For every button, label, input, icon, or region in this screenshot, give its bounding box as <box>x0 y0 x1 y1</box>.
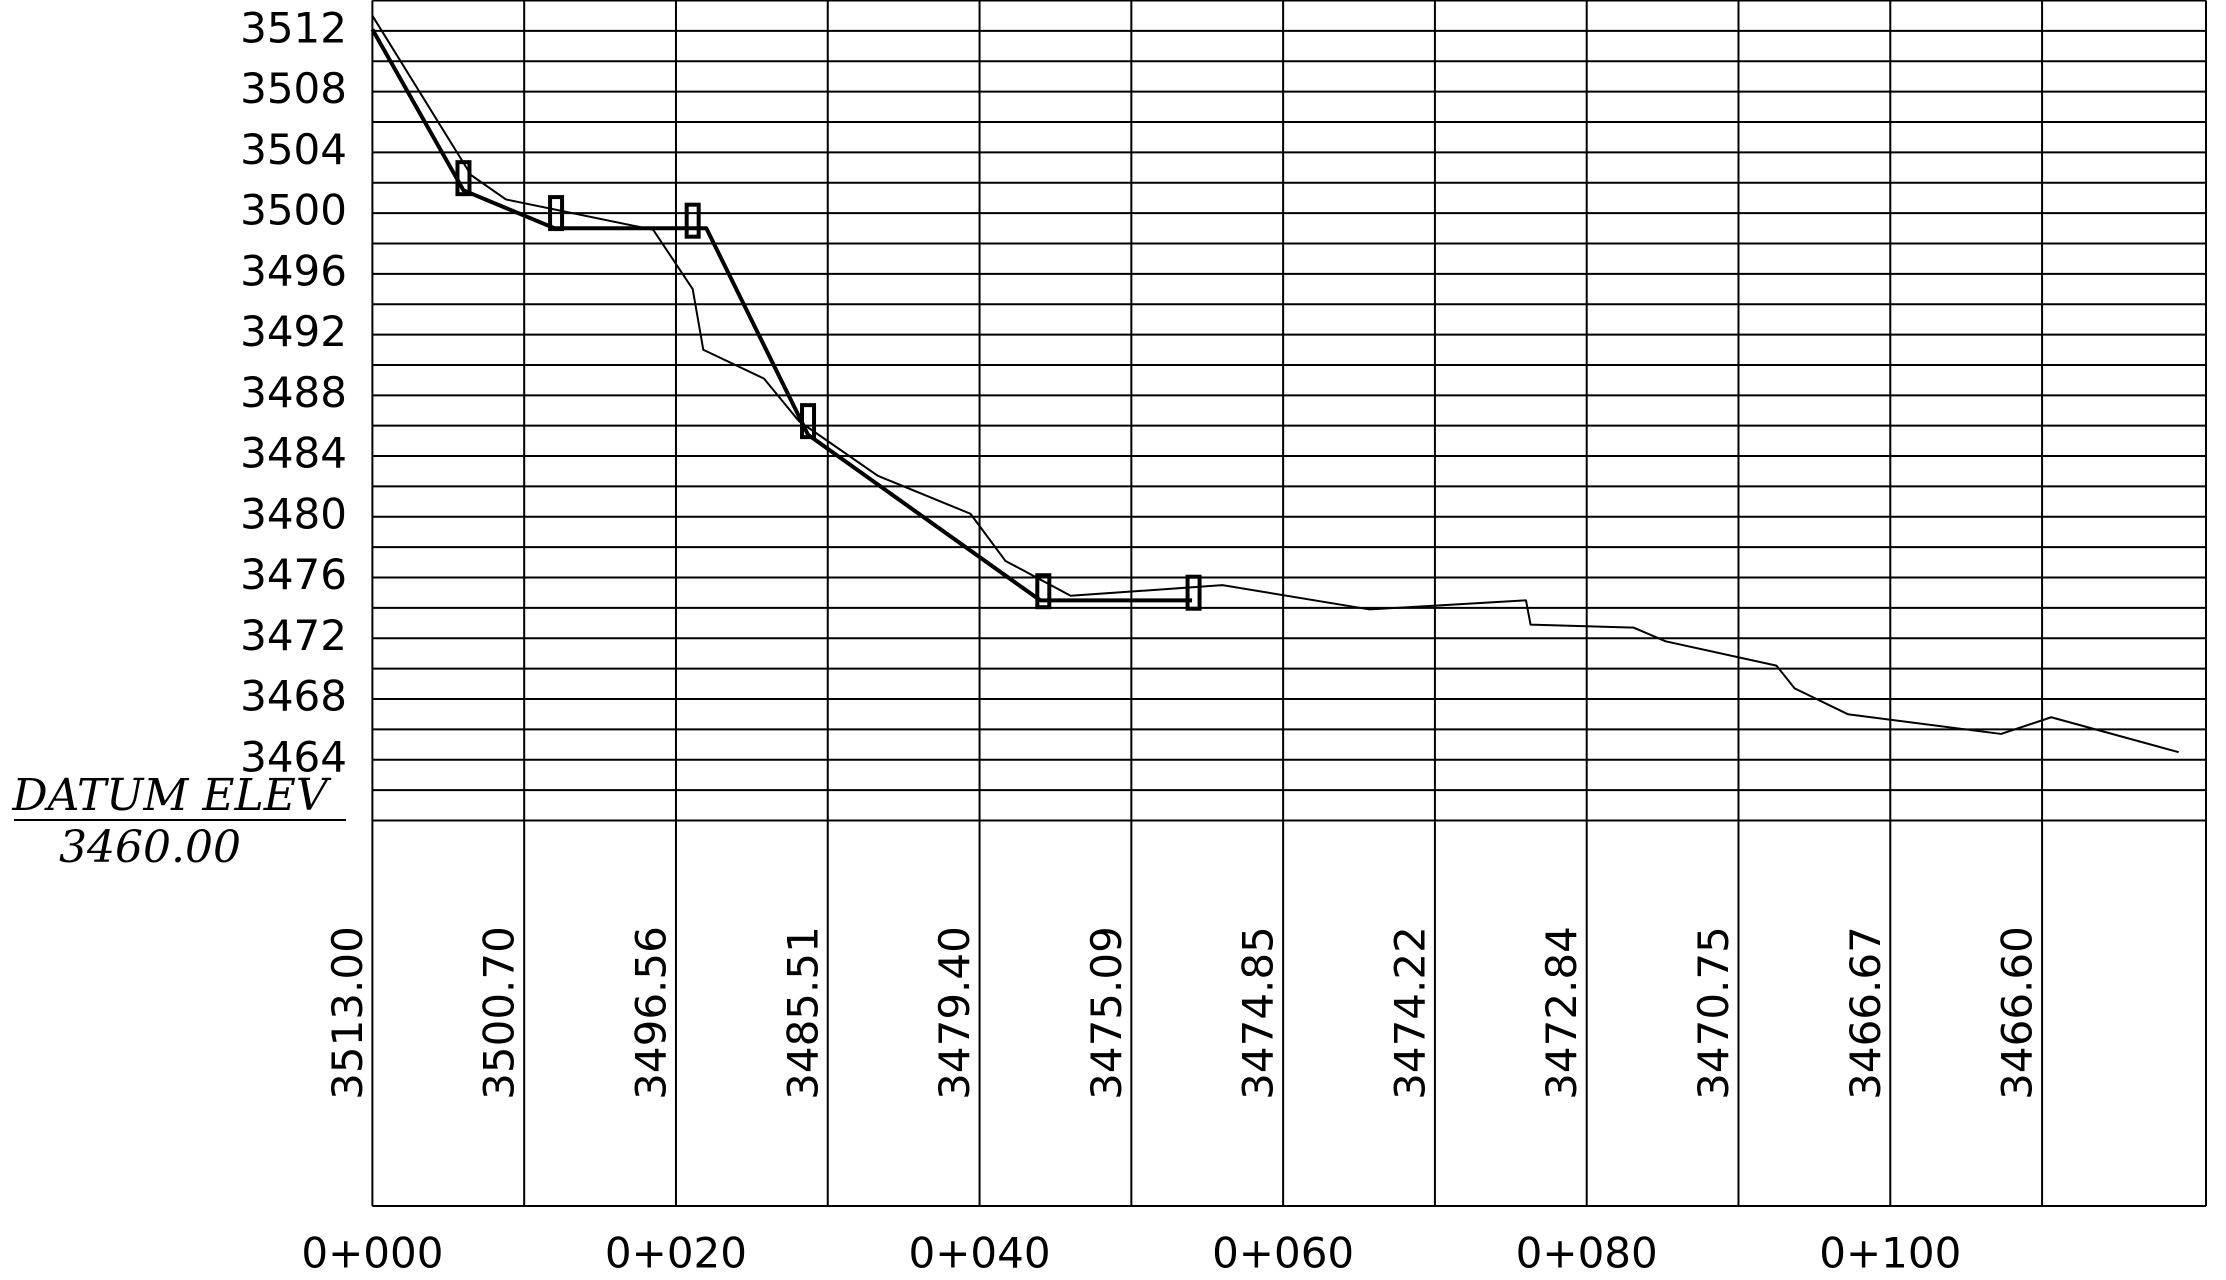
station-elevation: 3472.84 <box>1537 926 1586 1100</box>
y-tick-label: 3508 <box>240 64 347 113</box>
station-elevation: 3474.22 <box>1385 926 1434 1100</box>
y-tick-label: 3496 <box>240 246 347 295</box>
y-tick-label: 3464 <box>240 732 347 781</box>
station-elevation: 3500.70 <box>475 926 524 1100</box>
y-tick-label: 3484 <box>240 429 347 478</box>
datum-value: 3460.00 <box>59 822 241 873</box>
y-tick-label: 3500 <box>240 186 347 235</box>
station-elevation: 3474.85 <box>1234 926 1283 1100</box>
station-elevation: 3479.40 <box>930 926 979 1100</box>
station-elevation: 3513.00 <box>323 926 372 1100</box>
structure-marker <box>1185 574 1202 611</box>
structure-marker <box>455 160 472 197</box>
station-elevation: 3466.60 <box>1993 926 2042 1100</box>
y-tick-label: 3504 <box>240 125 347 174</box>
station-elevation: 3496.56 <box>626 926 675 1100</box>
station-elevation: 3466.67 <box>1841 926 1890 1100</box>
y-tick-label: 3488 <box>240 368 347 417</box>
station-elevation: 3470.75 <box>1689 926 1738 1100</box>
station-elevation: 3475.09 <box>1082 926 1131 1100</box>
y-tick-label: 3472 <box>240 611 347 660</box>
x-tick-label: 0+060 <box>1212 1229 1354 1278</box>
station-elevation: 3485.51 <box>778 926 827 1100</box>
structure-marker <box>800 403 817 440</box>
structure-marker <box>1035 573 1052 610</box>
y-tick-label: 3476 <box>240 550 347 599</box>
design-line <box>370 28 1193 603</box>
x-tick-label: 0+080 <box>1516 1229 1658 1278</box>
structure-marker <box>684 202 701 239</box>
y-tick-label: 3480 <box>240 489 347 538</box>
y-tick-label: 3492 <box>240 307 347 356</box>
x-tick-label: 0+000 <box>301 1229 443 1278</box>
y-tick-label: 3468 <box>240 672 347 721</box>
structure-marker <box>548 195 565 232</box>
x-tick-label: 0+100 <box>1819 1229 1961 1278</box>
y-tick-label: 3512 <box>240 3 347 52</box>
x-tick-label: 0+020 <box>605 1229 747 1278</box>
ground-line <box>371 15 2179 754</box>
x-tick-label: 0+040 <box>909 1229 1051 1278</box>
datum-label: DATUM ELEV <box>11 770 332 821</box>
